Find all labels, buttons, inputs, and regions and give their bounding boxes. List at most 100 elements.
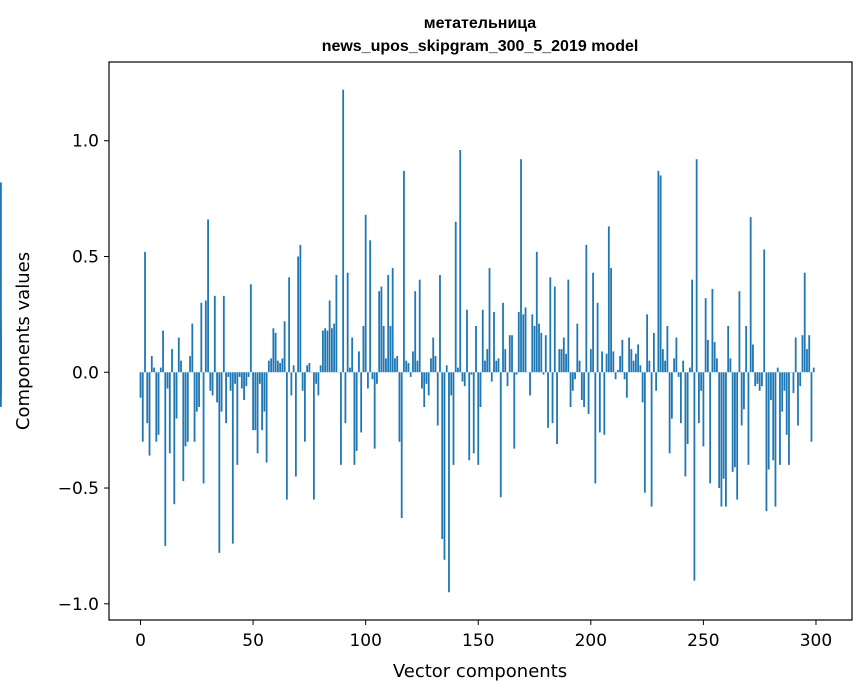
bar (702, 372, 705, 447)
bar (650, 372, 653, 507)
bar (283, 321, 286, 373)
bar (504, 349, 507, 373)
bar (749, 217, 752, 373)
y-tick-label: 0.5 (72, 247, 99, 267)
bar (168, 372, 171, 454)
bar (495, 360, 498, 373)
bar (700, 372, 703, 391)
bar (373, 372, 376, 449)
bar (781, 372, 784, 412)
bar (801, 335, 804, 373)
bar (315, 372, 318, 384)
bar (299, 244, 302, 373)
bar (443, 372, 446, 560)
bar (743, 372, 745, 410)
bar (605, 353, 608, 373)
bar (747, 372, 750, 465)
bar (779, 372, 781, 465)
bar (457, 367, 459, 373)
bar (425, 372, 428, 384)
bar (213, 295, 216, 373)
bar (267, 360, 270, 373)
bar (625, 372, 628, 398)
bar (281, 358, 284, 373)
bar (707, 339, 709, 373)
bar (202, 372, 205, 484)
bar (484, 360, 486, 373)
bar (477, 372, 480, 465)
x-axis-label: Vector components (393, 661, 567, 682)
bar (508, 335, 511, 373)
bar (450, 372, 453, 396)
bar (344, 372, 347, 424)
bar (164, 372, 167, 546)
bar (403, 170, 405, 373)
bar (486, 349, 489, 373)
bar (612, 351, 615, 373)
bar (261, 372, 263, 431)
bar (643, 372, 646, 493)
bar (312, 372, 315, 500)
bar (655, 372, 658, 391)
bar (594, 372, 597, 484)
bar (155, 372, 158, 442)
bar (520, 159, 522, 373)
bar (716, 358, 718, 373)
bar (342, 89, 345, 373)
bar (364, 214, 367, 373)
bar (324, 328, 327, 373)
bar (184, 372, 187, 447)
bar (349, 367, 351, 373)
bar (452, 372, 455, 465)
bar (481, 309, 484, 373)
bar (794, 337, 797, 373)
bar (382, 325, 385, 373)
bar (698, 372, 700, 424)
bar (475, 325, 477, 373)
bar (308, 363, 311, 373)
bar (630, 349, 633, 373)
bar (569, 372, 572, 407)
bar (675, 337, 678, 373)
bar (276, 360, 279, 373)
bar (806, 349, 808, 373)
bar (416, 360, 419, 373)
bar (646, 314, 649, 373)
bar (479, 372, 482, 407)
bar (331, 328, 333, 373)
bar (290, 372, 293, 396)
bar (533, 325, 536, 373)
bar (448, 372, 450, 593)
bar (596, 302, 599, 373)
bar (783, 372, 786, 391)
bar (231, 372, 234, 544)
bar (274, 332, 277, 373)
bar (173, 372, 176, 505)
bar (351, 337, 354, 373)
bar (245, 372, 248, 387)
bar (405, 360, 408, 373)
bar (303, 372, 306, 442)
bar (204, 300, 207, 373)
bar (367, 372, 369, 389)
bar (216, 372, 218, 403)
bar (150, 356, 153, 373)
bar (414, 291, 417, 373)
bar (468, 372, 471, 461)
bar (616, 369, 619, 373)
bar (560, 349, 563, 373)
bar (144, 251, 146, 373)
x-tick-label: 50 (242, 631, 264, 651)
bar (776, 367, 779, 373)
bar (497, 358, 500, 373)
bar (432, 337, 435, 373)
bar (436, 372, 439, 426)
bar (693, 372, 696, 581)
bar (371, 372, 374, 380)
bar (652, 332, 655, 373)
bar (141, 372, 144, 442)
bar (580, 372, 583, 401)
bar (153, 367, 155, 373)
bar (319, 365, 322, 373)
bar (409, 372, 412, 377)
